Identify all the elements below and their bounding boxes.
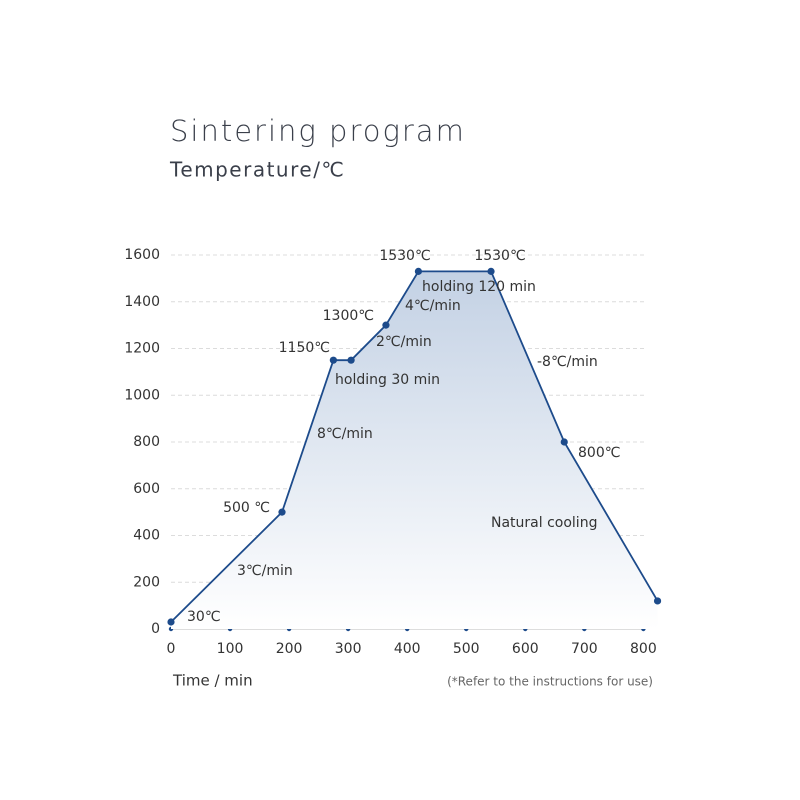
- point: [347, 356, 355, 364]
- x-tick-label: 100: [217, 641, 244, 657]
- x-tick-label: 500: [453, 641, 480, 657]
- note: (*Refer to the instructions for use): [447, 675, 653, 689]
- y-tick-label: 1000: [124, 387, 160, 403]
- x-axis-label: Time / min: [172, 672, 253, 690]
- point: [653, 597, 662, 605]
- chart-title: Sintering program: [170, 114, 466, 148]
- annotation: Natural cooling: [491, 515, 597, 531]
- y-tick-label: 200: [133, 574, 160, 590]
- data-label: 30℃: [187, 609, 221, 625]
- x-tick-label: 400: [394, 641, 421, 657]
- y-tick-label: 800: [133, 434, 160, 450]
- chart-subtitle: Temperature/℃: [169, 158, 345, 182]
- y-tick-label: 1600: [124, 247, 160, 263]
- x-tick-label: 700: [571, 641, 598, 657]
- x-tick-label: 200: [276, 641, 303, 657]
- x-tick-label: 800: [630, 641, 657, 657]
- area: [171, 271, 658, 629]
- y-tick-label: 400: [133, 528, 160, 544]
- data-label: 1300℃: [323, 308, 374, 324]
- x-tick-label: 600: [512, 641, 539, 657]
- point: [278, 508, 286, 516]
- annotation: holding 30 min: [335, 372, 440, 388]
- x-tick-label: 300: [335, 641, 362, 657]
- point: [560, 438, 568, 446]
- point: [382, 321, 390, 329]
- annotation: -8℃/min: [537, 354, 598, 370]
- y-tick-label: 1400: [124, 294, 160, 310]
- point: [414, 267, 423, 275]
- data-label: 1530℃: [379, 248, 430, 264]
- y-tick-label: 0: [151, 621, 160, 637]
- data-label: 1150℃: [279, 340, 330, 356]
- point: [487, 267, 495, 275]
- y-tick-label: 1200: [124, 341, 160, 357]
- annotation: 2℃/min: [376, 334, 432, 350]
- data-label: 500 ℃: [223, 500, 270, 516]
- annotation: 3℃/min: [237, 563, 293, 579]
- point: [329, 356, 337, 364]
- annotation: 4℃/min: [405, 298, 461, 314]
- data-label: 1530℃: [474, 248, 525, 264]
- x-tick-label: 0: [167, 641, 176, 657]
- annotation: 8℃/min: [317, 426, 373, 442]
- y-tick-label: 600: [133, 481, 160, 497]
- data-label: 800℃: [578, 445, 620, 461]
- annotation: holding 120 min: [422, 279, 536, 295]
- point: [167, 618, 175, 626]
